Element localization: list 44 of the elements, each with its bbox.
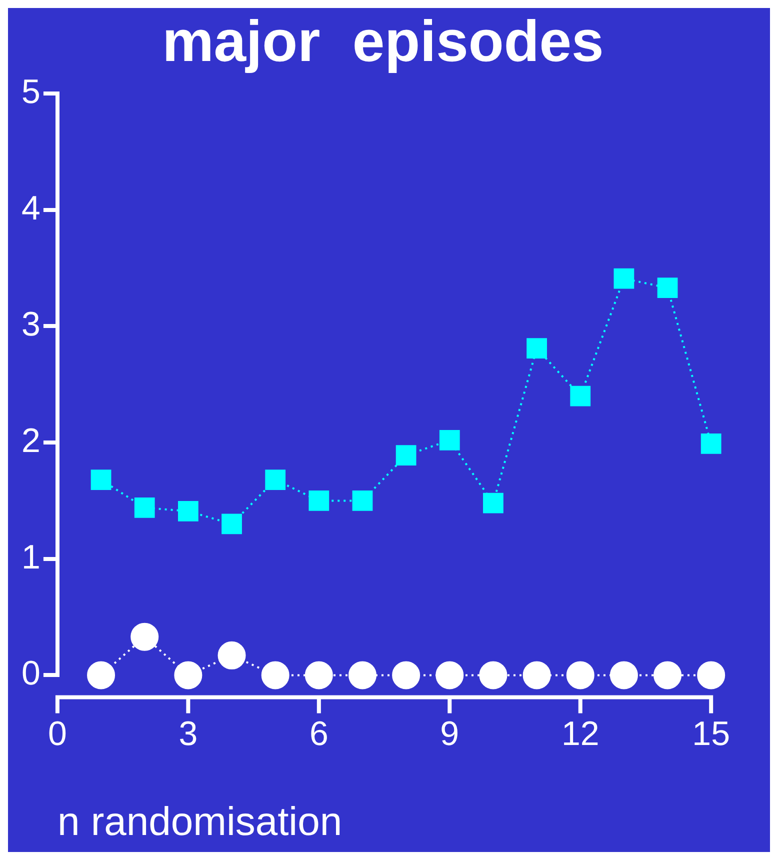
- point: [700, 434, 722, 454]
- chart-title: major episodes: [162, 8, 604, 74]
- point: [657, 278, 678, 298]
- point: [526, 338, 547, 359]
- x-tick-label: 0: [48, 714, 67, 753]
- x-tick-label: 15: [692, 714, 730, 753]
- point: [654, 661, 682, 690]
- point: [304, 661, 333, 690]
- point: [134, 498, 155, 518]
- point: [566, 661, 594, 690]
- point: [178, 500, 198, 522]
- point: [483, 492, 504, 514]
- point: [439, 430, 460, 450]
- point: [308, 490, 330, 511]
- x-axis-title: n randomisation: [57, 800, 342, 844]
- y-tick-label: 5: [22, 72, 40, 111]
- y-tick-label: 3: [22, 306, 40, 344]
- point: [218, 641, 246, 670]
- point: [222, 514, 242, 534]
- point: [348, 661, 376, 690]
- point: [392, 661, 420, 690]
- y-tick-label: 2: [22, 422, 40, 460]
- point: [352, 490, 373, 511]
- point: [570, 386, 591, 406]
- x-tick-label: 6: [309, 714, 328, 753]
- point: [479, 661, 508, 690]
- point: [436, 661, 464, 690]
- point: [614, 268, 634, 289]
- point: [396, 445, 416, 466]
- point: [90, 470, 112, 490]
- point: [130, 622, 159, 651]
- point: [261, 661, 290, 690]
- y-tick-label: 1: [22, 538, 40, 576]
- point: [87, 661, 116, 690]
- x-tick-label: 3: [178, 714, 198, 753]
- point: [697, 661, 726, 690]
- x-tick-label: 9: [440, 714, 460, 753]
- point: [174, 661, 202, 690]
- y-tick-label: 0: [22, 654, 40, 693]
- point: [522, 661, 551, 690]
- point: [610, 661, 638, 690]
- point: [265, 470, 286, 490]
- y-tick-label: 4: [22, 189, 40, 228]
- x-tick-label: 12: [561, 714, 600, 753]
